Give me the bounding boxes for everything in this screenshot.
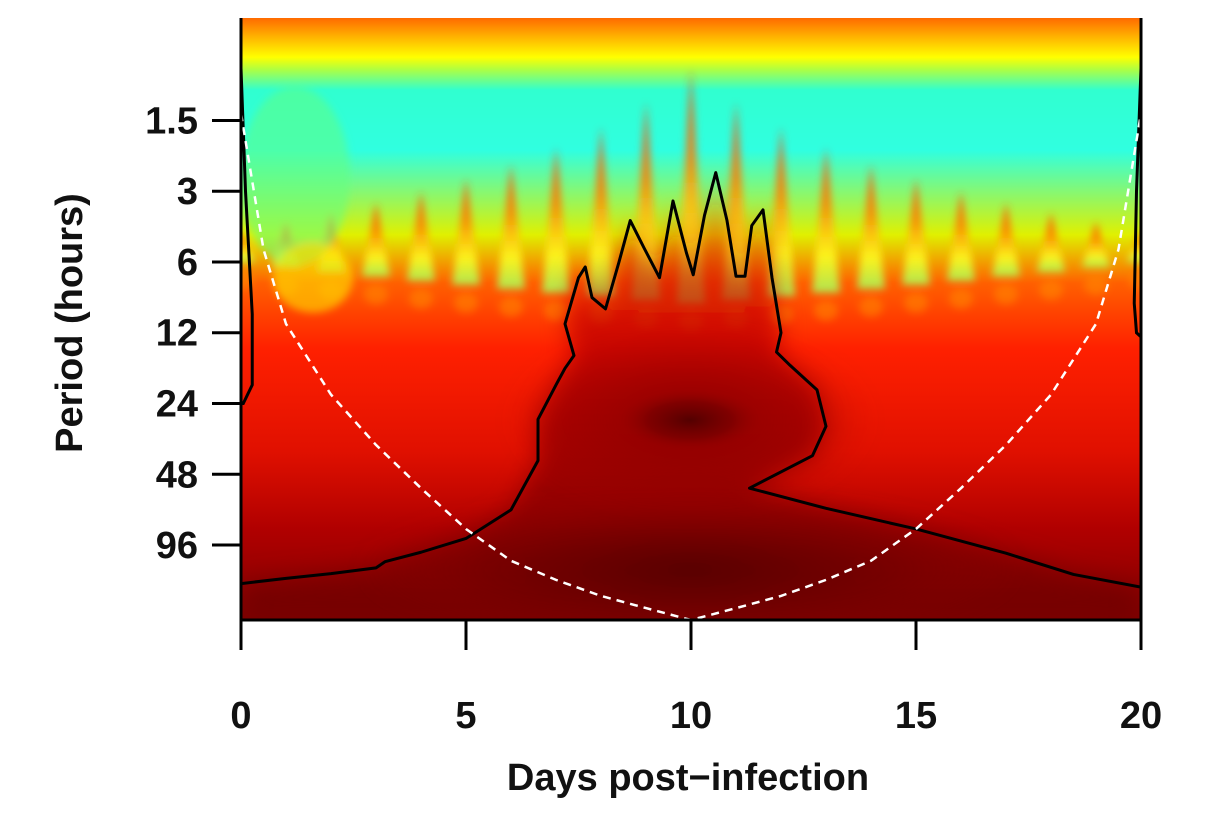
edge-contour-right xyxy=(1132,68,1141,339)
x-axis: 0 5 10 15 20 xyxy=(230,618,1162,737)
y-axis-title: Period (hours) xyxy=(49,193,91,453)
y-tick-label: 12 xyxy=(156,313,198,355)
cone-of-influence xyxy=(241,113,1141,620)
y-tick-label: 24 xyxy=(156,384,198,426)
y-tick-label: 96 xyxy=(156,525,198,567)
x-axis-title: Days post−infection xyxy=(507,757,869,799)
y-tick-label: 6 xyxy=(177,242,198,284)
x-tick-label: 15 xyxy=(895,695,937,737)
x-tick-label: 20 xyxy=(1120,695,1162,737)
y-axis: 1.5 3 6 12 24 48 96 xyxy=(145,100,241,567)
x-tick-label: 10 xyxy=(670,695,712,737)
wavelet-heatmap xyxy=(241,18,1141,620)
y-tick-label: 3 xyxy=(177,171,198,213)
plot-frame xyxy=(239,18,1143,620)
edge-contour-left xyxy=(241,68,254,406)
x-tick-label: 0 xyxy=(230,695,251,737)
x-tick-label: 5 xyxy=(455,695,476,737)
y-tick-label: 48 xyxy=(156,454,198,496)
significance-contour xyxy=(241,171,1141,589)
y-tick-label: 1.5 xyxy=(145,100,198,142)
